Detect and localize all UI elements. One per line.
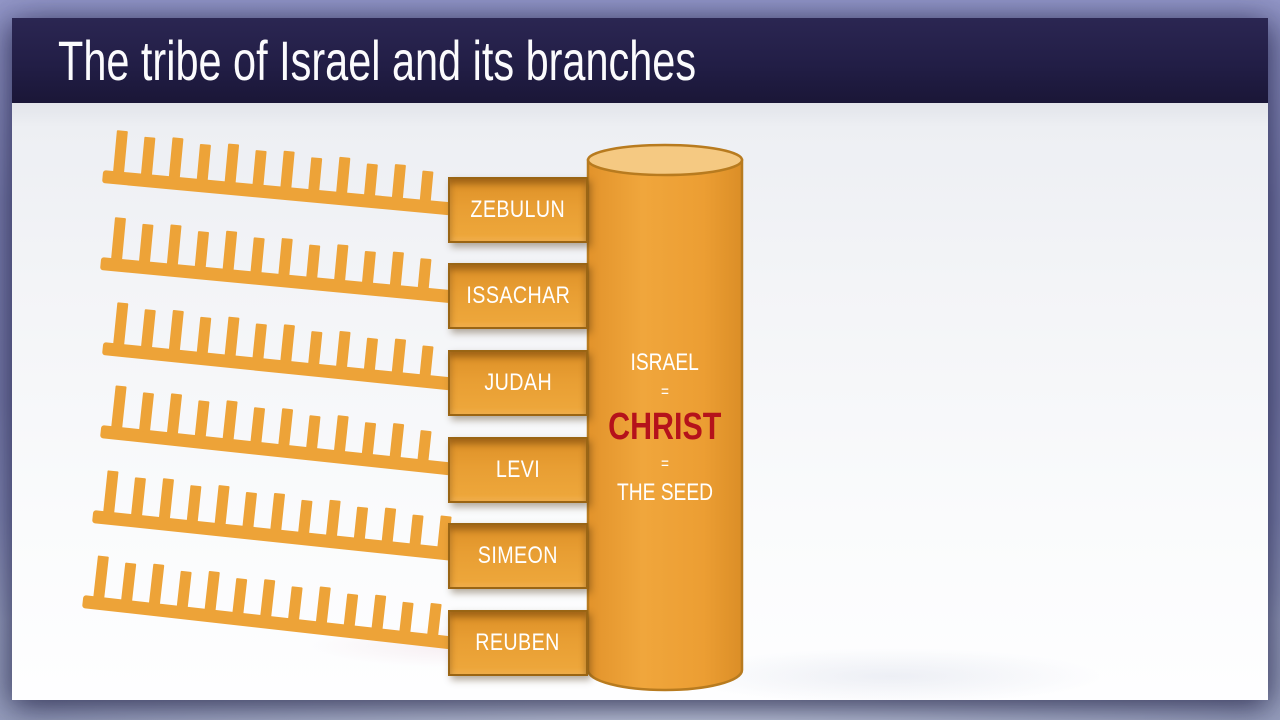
- branch-twig: [111, 385, 127, 430]
- branch-twig: [166, 224, 182, 267]
- branch-twig: [260, 579, 276, 619]
- branch-twig: [112, 130, 128, 174]
- tribe-box-zebulun: ZEBULUN: [448, 177, 588, 243]
- cylinder-shape: [586, 143, 744, 692]
- branch-twig: [222, 400, 238, 442]
- branch-twig: [306, 244, 321, 280]
- branch-twig: [409, 514, 424, 547]
- branch-twig: [140, 136, 156, 177]
- slide-title: The tribe of Israel and its branches: [58, 29, 697, 92]
- branch-twig: [308, 331, 323, 366]
- branch-twig: [391, 163, 406, 200]
- branch-twig: [391, 338, 407, 375]
- branch-twig: [158, 478, 175, 521]
- branch-twig: [417, 430, 432, 463]
- branch-twig: [250, 407, 266, 445]
- branch-twig: [194, 231, 210, 269]
- branch-twig: [325, 499, 341, 538]
- branch-twig: [371, 594, 387, 631]
- branch-twig: [252, 150, 267, 187]
- branch-twig: [287, 586, 303, 622]
- branch-twig: [130, 477, 146, 518]
- branch-twig: [194, 400, 210, 439]
- branch-twig: [168, 137, 184, 180]
- tribe-box-reuben: REUBEN: [448, 610, 588, 676]
- branch-twig: [176, 570, 192, 609]
- branch-twig: [166, 393, 183, 436]
- tribe-box-issachar: ISSACHAR: [448, 263, 588, 329]
- tribe-label: ISSACHAR: [466, 282, 570, 309]
- branch-twig: [224, 143, 240, 185]
- branch-twig: [196, 143, 211, 182]
- tribe-box-levi: LEVI: [448, 437, 588, 503]
- branch-twig: [306, 415, 321, 451]
- branch-twig: [419, 345, 434, 378]
- branch-twig: [399, 601, 414, 634]
- tribe-box-judah: JUDAH: [448, 350, 588, 416]
- branch-twig: [232, 578, 248, 616]
- branch-twig: [308, 157, 323, 193]
- branch-twig: [93, 555, 109, 600]
- branch-twig: [214, 485, 230, 526]
- branch-twig: [417, 258, 432, 291]
- branch-twig: [148, 563, 165, 606]
- branch-twig: [363, 163, 378, 198]
- branch-twig: [343, 593, 359, 628]
- branch-twig: [168, 309, 184, 352]
- trunk-text-the-seed: THE SEED: [616, 479, 714, 506]
- branch-twig: [270, 492, 286, 532]
- branch-twig: [204, 570, 220, 612]
- branch-twig: [335, 330, 351, 369]
- branch-twig: [138, 223, 154, 264]
- tribe-label: SIMEON: [477, 542, 559, 569]
- branch-twig: [333, 244, 349, 283]
- branch-twig: [419, 170, 434, 203]
- branch-twig: [222, 230, 238, 272]
- branch-twig: [278, 237, 293, 277]
- branch-twig: [280, 150, 295, 190]
- branch-twig: [333, 415, 349, 454]
- trunk-equals-sign: =: [661, 382, 669, 401]
- branch-twig: [280, 324, 295, 364]
- branch-twig: [361, 250, 376, 285]
- trunk-text-israel: ISRAEL: [630, 349, 700, 376]
- branch-twig: [103, 470, 119, 515]
- presentation-slide: The tribe of Israel and its branches ZEB…: [12, 18, 1268, 700]
- trunk-cylinder: ISRAEL = CHRIST = THE SEED: [585, 142, 745, 700]
- branch-twig: [252, 323, 267, 361]
- branch-twig: [140, 309, 156, 350]
- trunk-equals-sign: =: [661, 454, 669, 473]
- branch-twig: [120, 562, 137, 603]
- branch-twig: [278, 408, 294, 448]
- branch-twig: [389, 251, 404, 288]
- branch-twig: [315, 586, 331, 625]
- branch-twig: [427, 602, 442, 637]
- branch-twig: [113, 302, 129, 347]
- tribe-box-simeon: SIMEON: [448, 523, 588, 589]
- branch-twig: [242, 491, 258, 529]
- branch-twig: [298, 499, 313, 535]
- branch-twig: [224, 316, 240, 358]
- branch-twig: [110, 217, 126, 262]
- tribe-label: JUDAH: [484, 369, 552, 396]
- slide-title-bar: The tribe of Israel and its branches: [12, 18, 1268, 103]
- trunk-text-christ: CHRIST: [608, 406, 722, 448]
- branch-twig: [389, 423, 405, 460]
- branch-twig: [186, 485, 202, 524]
- branch-twig: [196, 316, 212, 355]
- branch-twig: [250, 237, 265, 275]
- tribe-label: ZEBULUN: [470, 196, 566, 223]
- branch-twig: [361, 422, 377, 457]
- branch-twig: [381, 507, 397, 544]
- branch-twig: [138, 392, 155, 433]
- tribe-label: REUBEN: [475, 629, 561, 656]
- branch-twig: [353, 506, 369, 541]
- branch-twig: [336, 156, 351, 195]
- tribe-label: LEVI: [495, 456, 541, 483]
- branch-twig: [363, 337, 379, 372]
